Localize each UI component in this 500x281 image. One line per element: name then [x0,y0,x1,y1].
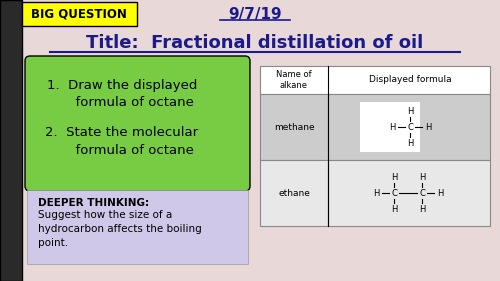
Text: Title:  Fractional distillation of oil: Title: Fractional distillation of oil [86,34,423,52]
FancyBboxPatch shape [260,160,328,226]
Text: Suggest how the size of a
hydrocarbon affects the boiling
point.: Suggest how the size of a hydrocarbon af… [38,210,202,248]
Text: 1.  Draw the displayed
      formula of octane: 1. Draw the displayed formula of octane [47,78,197,110]
FancyBboxPatch shape [260,66,490,94]
Text: DEEPER THINKING:: DEEPER THINKING: [38,198,149,208]
FancyBboxPatch shape [22,2,137,26]
Text: C: C [419,189,425,198]
Text: H: H [391,173,397,182]
Text: ethane: ethane [278,189,310,198]
FancyBboxPatch shape [360,102,420,152]
Text: H: H [407,139,413,148]
Text: H: H [389,123,395,132]
Text: 2.  State the molecular
      formula of octane: 2. State the molecular formula of octane [46,126,199,157]
Text: Displayed formula: Displayed formula [368,76,452,85]
FancyBboxPatch shape [27,190,248,264]
Text: H: H [425,123,431,132]
Text: H: H [391,205,397,214]
Text: Name of
alkane: Name of alkane [276,70,312,90]
Text: H: H [407,106,413,115]
Text: H: H [419,173,425,182]
FancyBboxPatch shape [328,160,490,226]
Text: 9/7/19: 9/7/19 [228,6,282,22]
Text: methane: methane [274,123,314,132]
Text: H: H [419,205,425,214]
FancyBboxPatch shape [260,94,328,160]
FancyBboxPatch shape [328,94,490,160]
Text: C: C [407,123,413,132]
FancyBboxPatch shape [25,56,250,191]
Text: C: C [391,189,397,198]
FancyBboxPatch shape [0,0,22,281]
Text: BIG QUESTION: BIG QUESTION [31,8,127,21]
Text: H: H [437,189,443,198]
Text: H: H [373,189,379,198]
